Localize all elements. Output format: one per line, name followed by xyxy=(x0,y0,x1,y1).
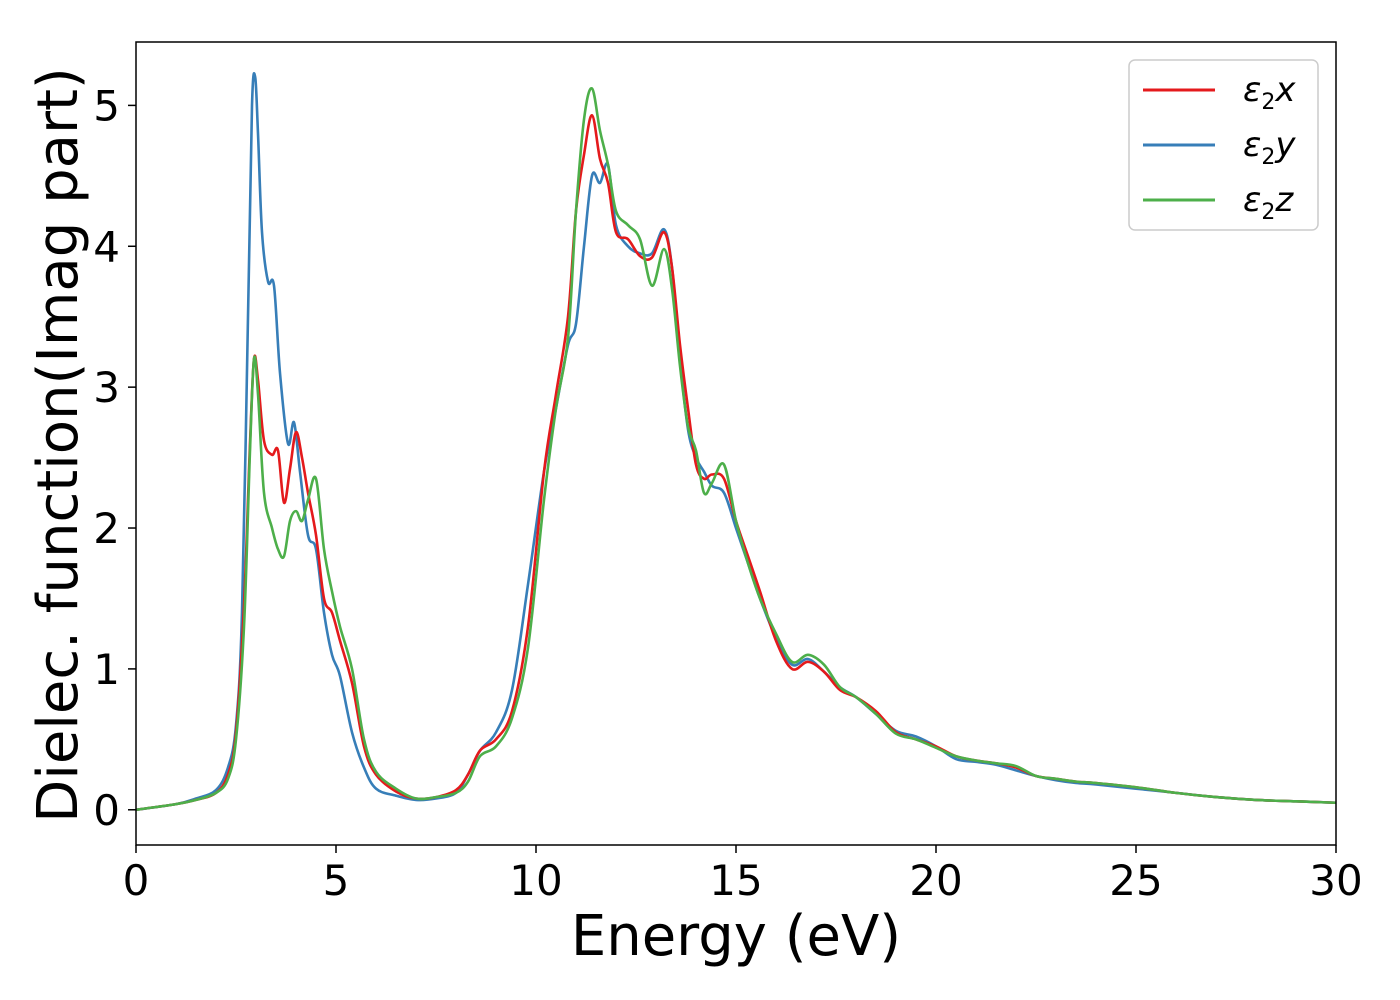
legend-label-subscript: 2 xyxy=(1261,200,1275,225)
legend-label-subscript: 2 xyxy=(1261,90,1275,115)
y-tick-label: 3 xyxy=(93,363,120,412)
x-axis-title: Energy (eV) xyxy=(571,904,901,969)
series-layer xyxy=(136,71,1336,812)
y-tick-label: 1 xyxy=(93,645,120,694)
legend-label-symbol: ε xyxy=(1243,125,1261,165)
x-tick-label: 5 xyxy=(323,856,350,905)
y-axis-title: Dielec. function(Imag part) xyxy=(26,67,91,823)
legend-box xyxy=(1128,59,1319,231)
legend-label-x: ε2x xyxy=(1243,70,1296,115)
y-tick-label: 2 xyxy=(93,504,120,553)
x-tick-label: 15 xyxy=(709,856,762,905)
x-tick-label: 10 xyxy=(509,856,562,905)
x-tick-label: 30 xyxy=(1309,856,1362,905)
y-tick-label: 4 xyxy=(93,222,120,271)
y-tick-label: 5 xyxy=(93,81,120,130)
legend-label-subscript: 2 xyxy=(1261,145,1275,170)
y-tick-label: 0 xyxy=(93,786,120,835)
legend-label-axis: z xyxy=(1274,180,1294,220)
x-tick-label: 20 xyxy=(909,856,962,905)
legend-label-symbol: ε xyxy=(1243,70,1261,110)
legend-label-z: ε2z xyxy=(1243,180,1294,225)
plot-frame xyxy=(135,41,1337,846)
legend-label-y: ε2y xyxy=(1243,125,1296,170)
legend-label-axis: y xyxy=(1274,125,1296,165)
x-tick-label: 25 xyxy=(1109,856,1162,905)
ticks-layer: 0 5 10 15 20 25 30 0 1 2 3 4 5 xyxy=(93,81,1362,905)
series-line-z xyxy=(136,87,1336,812)
legend-label-symbol: ε xyxy=(1243,180,1261,220)
legend-label-axis: x xyxy=(1274,70,1296,110)
x-tick-label: 0 xyxy=(123,856,150,905)
